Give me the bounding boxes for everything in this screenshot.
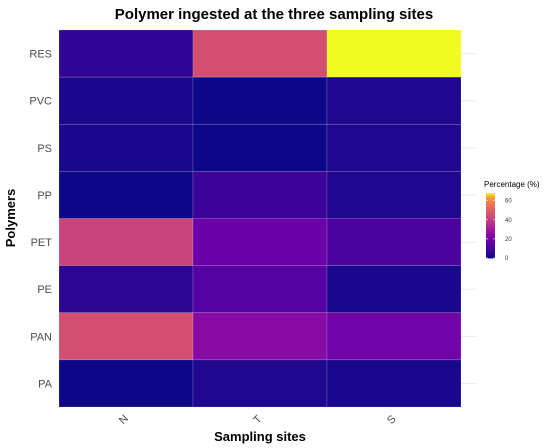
legend-color-step <box>486 230 495 233</box>
heatmap-cell-pe-n <box>58 265 194 314</box>
heatmap-cell-ps-n <box>58 123 194 172</box>
legend-color-step <box>486 251 495 254</box>
legend-color-step <box>486 249 495 252</box>
chart-title: Polymer ingested at the three sampling s… <box>115 6 433 23</box>
legend-color-step <box>486 225 495 228</box>
legend-color-step <box>486 215 495 218</box>
heatmap-cell-ps-t <box>192 123 328 172</box>
legend-color-step <box>486 219 495 222</box>
legend-color-step <box>486 232 495 235</box>
heatmap-cell-pan-n <box>58 312 194 361</box>
heatmap-cell-pvc-s <box>326 76 462 125</box>
y-tick-label: PP <box>37 190 52 202</box>
legend-color-step <box>486 210 495 213</box>
heatmap-cell-pet-s <box>326 218 462 266</box>
legend-color-step <box>486 206 495 209</box>
heatmap-cell-pvc-t <box>192 76 328 125</box>
legend-color-step <box>486 228 495 231</box>
legend-color-step <box>486 256 495 259</box>
legend-color-step <box>486 217 495 220</box>
heatmap-cell-ps-s <box>326 123 462 172</box>
legend-color-step <box>486 197 495 200</box>
legend-color-step <box>486 222 495 225</box>
heatmap-cell-pa-s <box>326 359 462 408</box>
legend-tick-label: 0 <box>505 256 509 262</box>
heatmap-cell-res-s <box>326 29 462 78</box>
heatmap-cell-res-t <box>192 29 328 78</box>
heatmap-cell-pa-t <box>192 359 328 408</box>
legend-color-step <box>486 212 495 215</box>
legend-color-step <box>486 233 495 236</box>
legend-color-step <box>486 193 495 196</box>
legend-color-step <box>486 207 495 210</box>
heatmap-cell-pe-t <box>192 265 328 314</box>
legend-color-step <box>486 201 495 204</box>
legend-color-step <box>486 240 495 243</box>
x-tick-label: S <box>385 413 399 427</box>
legend-color-step <box>486 243 495 246</box>
legend-color-step <box>486 253 495 256</box>
legend-tick-label: 40 <box>505 218 512 224</box>
y-tick-label: PVC <box>29 96 52 108</box>
y-tick-label: PA <box>38 378 53 390</box>
legend-color-step <box>486 236 495 239</box>
y-tick-label: PET <box>31 237 53 249</box>
y-tick-label: PAN <box>30 331 52 343</box>
heatmap-cell-pet-t <box>192 218 328 266</box>
legend-color-step <box>486 196 495 199</box>
legend-color-step <box>486 202 495 205</box>
legend-color-step <box>486 194 495 197</box>
legend-color-step <box>486 214 495 217</box>
heatmap-cell-pan-s <box>326 312 462 361</box>
y-axis-title: Polymers <box>3 189 18 248</box>
legend-color-step <box>486 235 495 238</box>
y-tick-label: PE <box>37 284 52 296</box>
heatmap-cell-pan-t <box>192 312 328 361</box>
legend-color-step <box>486 227 495 230</box>
legend-color-step <box>486 209 495 212</box>
legend-color-step <box>486 220 495 223</box>
legend-color-step <box>486 204 495 207</box>
y-tick-label: RES <box>29 49 52 61</box>
heatmap-cells <box>58 29 462 408</box>
color-legend: Percentage (%) 0 20 40 60 <box>484 180 540 262</box>
x-tick-label: T <box>251 413 264 426</box>
heatmap-cell-pe-s <box>326 265 462 314</box>
heatmap-cell-pet-n <box>58 218 194 266</box>
legend-color-step <box>486 245 495 248</box>
legend-color-step <box>486 248 495 251</box>
y-axis-ticks: RES PVC PS PP PET PE PAN PA <box>29 49 52 391</box>
heatmap-cell-pa-n <box>58 359 194 408</box>
legend-tick-label: 60 <box>505 199 512 205</box>
heatmap-cell-pvc-n <box>58 76 194 125</box>
heatmap-cell-pp-n <box>58 171 194 219</box>
legend-color-step <box>486 254 495 257</box>
legend-color-step <box>486 223 495 226</box>
heatmap-cell-pp-s <box>326 171 462 219</box>
legend-color-step <box>486 246 495 249</box>
heatmap-cell-res-n <box>58 29 194 78</box>
x-axis-title: Sampling sites <box>214 429 306 444</box>
heatmap-cell-pp-t <box>192 171 328 219</box>
x-tick-label: N <box>117 413 131 427</box>
legend-title: Percentage (%) <box>484 180 540 189</box>
legend-color-step <box>486 238 495 241</box>
legend-tick-label: 20 <box>505 237 512 243</box>
legend-color-step <box>486 199 495 202</box>
legend-color-step <box>486 241 495 244</box>
y-tick-label: PS <box>37 143 52 155</box>
